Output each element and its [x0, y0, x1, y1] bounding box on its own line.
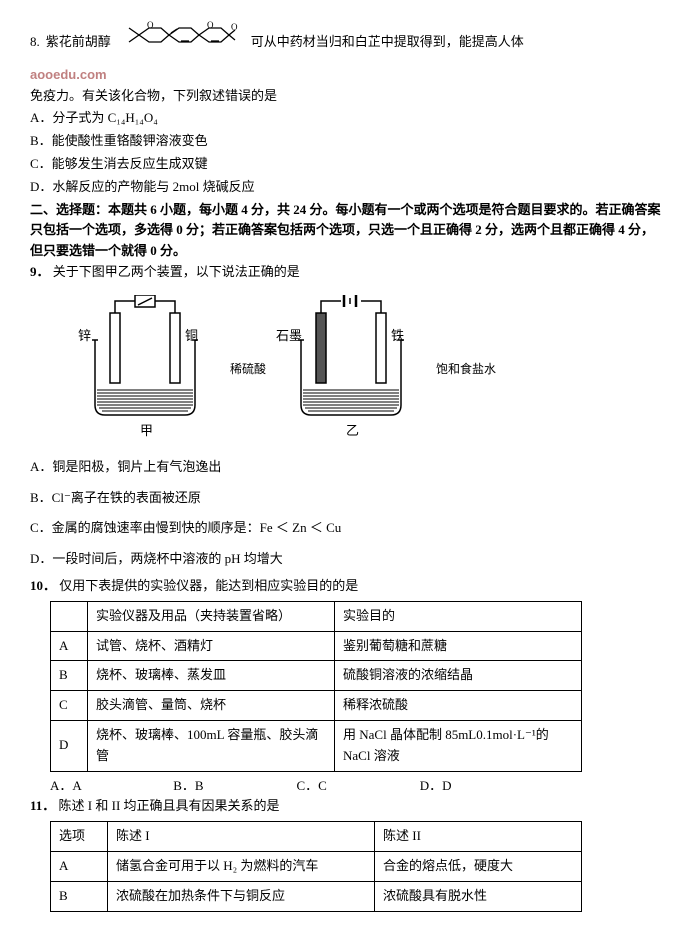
q10-title: 仅用下表提供的实验仪器，能达到相应实验目的的是	[59, 578, 358, 593]
table-row: A 储氢合金可用于以 H₂ 为燃料的汽车 合金的熔点低，硬度大	[51, 851, 582, 881]
cell: 试管、烧杯、酒精灯	[88, 631, 335, 661]
table-row: 选项 陈述 I 陈述 II	[51, 822, 582, 852]
cell: 浓硫酸具有脱水性	[375, 881, 582, 911]
cell: 烧杯、玻璃棒、蒸发皿	[88, 661, 335, 691]
cell: B	[51, 881, 108, 911]
cell: A	[51, 631, 88, 661]
cell: 胶头滴管、量筒、烧杯	[88, 691, 335, 721]
q11-title: 陈述 I 和 II 均正确且具有因果关系的是	[59, 798, 280, 813]
table-row: B 烧杯、玻璃棒、蒸发皿 硫酸铜溶液的浓缩结晶	[51, 661, 582, 691]
label-zn: 锌	[78, 328, 91, 343]
table-row: D 烧杯、玻璃棒、100mL 容量瓶、胶头滴管 用 NaCl 晶体配制 85mL…	[51, 720, 582, 771]
label-cu: 铜	[185, 328, 198, 343]
table-row: A 试管、烧杯、酒精灯 鉴别葡萄糖和蔗糖	[51, 631, 582, 661]
ans: C．C	[297, 776, 417, 797]
ans: B．B	[173, 776, 293, 797]
device-diagrams: 锌 铜 甲 稀硫酸	[60, 291, 662, 449]
cell: D	[51, 720, 88, 771]
device-yi-icon: 石墨 铁 乙	[276, 295, 426, 445]
cell: 合金的熔点低，硬度大	[375, 851, 582, 881]
svg-text:O: O	[207, 20, 214, 30]
label-nacl: 饱和食盐水	[436, 360, 496, 379]
q8-title-left: 紫花前胡醇	[46, 32, 111, 53]
cell: C	[51, 691, 88, 721]
q8-optC: C．能够发生消去反应生成双键	[30, 154, 662, 175]
cell: 烧杯、玻璃棒、100mL 容量瓶、胶头滴管	[88, 720, 335, 771]
q9-optB: B．Cl⁻离子在铁的表面被还原	[30, 488, 662, 509]
q8-optB: B．能使酸性重铬酸钾溶液变色	[30, 131, 662, 152]
q9-optA: A．铜是阳极，铜片上有气泡逸出	[30, 457, 662, 478]
label-h2so4: 稀硫酸	[230, 360, 266, 379]
q8-num: 8.	[30, 32, 40, 53]
q9-optC: C．金属的腐蚀速率由慢到快的顺序是：Fe ＜ Zn ＜ Cu	[30, 518, 662, 539]
table-row: 实验仪器及用品（夹持装置省略） 实验目的	[51, 601, 582, 631]
q10-answers: A．A B．B C．C D．D	[50, 776, 662, 797]
q8-header: 8. 紫花前胡醇 O O	[30, 20, 662, 65]
q10-num: 10．	[30, 578, 56, 593]
cell: 用 NaCl 晶体配制 85mL0.1mol·L⁻¹的 NaCl 溶液	[335, 720, 582, 771]
q9-block: 9． 关于下图甲乙两个装置，以下说法正确的是	[30, 262, 662, 570]
q11-num: 11．	[30, 798, 55, 813]
label-fe: 铁	[391, 328, 404, 343]
q10-block: 10． 仅用下表提供的实验仪器，能达到相应实验目的的是 实验仪器及用品（夹持装置…	[30, 576, 662, 796]
q8-optA: A．分子式为 C₁₄H₁₄O₄	[30, 108, 662, 129]
cell: 陈述 I	[108, 822, 375, 852]
watermark: aooedu.com	[30, 65, 662, 86]
q10-table: 实验仪器及用品（夹持装置省略） 实验目的 A 试管、烧杯、酒精灯 鉴别葡萄糖和蔗…	[50, 601, 582, 772]
caption-jia: 甲	[140, 423, 153, 438]
cell: 稀释浓硫酸	[335, 691, 582, 721]
q8-title-right: 可从中药材当归和白芷中提取得到，能提高人体	[251, 32, 524, 53]
q10-col1: 实验仪器及用品（夹持装置省略）	[88, 601, 335, 631]
section2-header: 二、选择题：本题共 6 小题，每小题 4 分，共 24 分。每小题有一个或两个选…	[30, 200, 662, 262]
q9-num: 9．	[30, 264, 50, 279]
q11-block: 11． 陈述 I 和 II 均正确且具有因果关系的是 选项 陈述 I 陈述 II…	[30, 796, 662, 911]
svg-text:O: O	[231, 22, 238, 32]
device-jia-icon: 锌 铜 甲	[70, 295, 220, 445]
cell: 储氢合金可用于以 H₂ 为燃料的汽车	[108, 851, 375, 881]
q8-line2: 免疫力。有关该化合物，下列叙述错误的是	[30, 86, 662, 107]
cell: 鉴别葡萄糖和蔗糖	[335, 631, 582, 661]
caption-yi: 乙	[346, 423, 359, 438]
ans: D．D	[420, 776, 540, 797]
q9-optD: D．一段时间后，两烧杯中溶液的 pH 均增大	[30, 549, 662, 570]
q10-col2: 实验目的	[335, 601, 582, 631]
cell: 硫酸铜溶液的浓缩结晶	[335, 661, 582, 691]
cell: B	[51, 661, 88, 691]
cell: A	[51, 851, 108, 881]
cell: 浓硫酸在加热条件下与铜反应	[108, 881, 375, 911]
q8-block: 8. 紫花前胡醇 O O	[30, 20, 662, 198]
label-graphite: 石墨	[276, 328, 302, 343]
svg-text:O: O	[147, 20, 154, 30]
molecule-structure-icon: O O O	[121, 20, 241, 65]
cell: 陈述 II	[375, 822, 582, 852]
q8-optD: D．水解反应的产物能与 2mol 烧碱反应	[30, 177, 662, 198]
ans: A．A	[50, 776, 170, 797]
table-row: B 浓硫酸在加热条件下与铜反应 浓硫酸具有脱水性	[51, 881, 582, 911]
table-row: C 胶头滴管、量筒、烧杯 稀释浓硫酸	[51, 691, 582, 721]
cell: 选项	[51, 822, 108, 852]
q9-title: 关于下图甲乙两个装置，以下说法正确的是	[53, 264, 300, 279]
